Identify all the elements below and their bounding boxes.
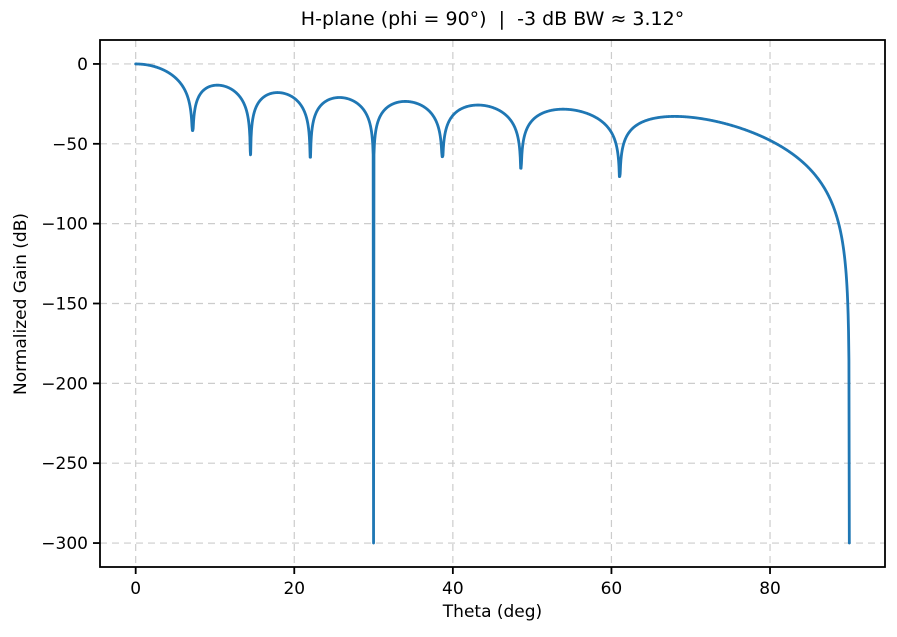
axes-spines: [99, 39, 886, 568]
x-tick-label: 60: [601, 579, 623, 599]
x-tick-label: 20: [283, 579, 305, 599]
x-tick-label: 0: [130, 579, 141, 599]
gain-curve: [134, 62, 851, 545]
y-tick-label: −300: [41, 534, 88, 554]
y-axis-label: Normalized Gain (dB): [11, 212, 31, 396]
y-tick-label: −150: [41, 295, 88, 315]
x-tick-label: 40: [442, 579, 464, 599]
y-tick-label: −250: [41, 454, 88, 474]
y-tick-label: −200: [41, 374, 88, 394]
y-tick-label: −50: [52, 135, 88, 155]
x-axis-label: Theta (deg): [442, 602, 543, 622]
y-tick-label: 0: [77, 55, 88, 75]
y-tick-label: −100: [41, 215, 88, 235]
chart-title: H-plane (phi = 90°) | -3 dB BW ≈ 3.12°: [300, 8, 685, 30]
x-tick-label: 80: [759, 579, 781, 599]
